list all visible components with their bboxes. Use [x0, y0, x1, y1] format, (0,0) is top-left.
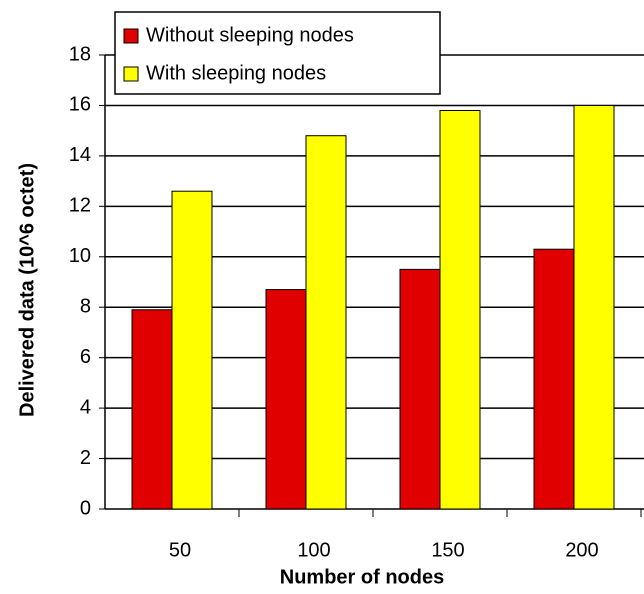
x-axis-label: Number of nodes [280, 566, 444, 588]
bar [533, 248, 575, 510]
legend-label: With sleeping nodes [146, 62, 326, 84]
y-tick-label: 12 [69, 195, 91, 217]
bar [305, 135, 347, 510]
bar [573, 104, 615, 510]
y-tick-label: 8 [80, 296, 91, 318]
legend-swatch [123, 66, 139, 82]
legend-box [114, 11, 441, 95]
y-axis-label: Delivered data (10^6 octet) [16, 163, 38, 417]
y-tick-label: 16 [69, 94, 91, 116]
y-tick-label: 18 [69, 43, 91, 65]
bar [131, 309, 173, 510]
x-tick-label: 200 [565, 539, 598, 561]
x-tick-label: 150 [431, 539, 464, 561]
legend-swatch [123, 28, 139, 44]
y-tick-label: 4 [80, 396, 91, 418]
y-tick-label: 6 [80, 346, 91, 368]
bar [399, 268, 441, 510]
y-tick-label: 14 [69, 144, 91, 166]
bar [265, 289, 307, 510]
y-tick-label: 0 [80, 497, 91, 519]
x-tick-label: 100 [297, 539, 330, 561]
legend-label: Without sleeping nodes [146, 24, 354, 46]
bar [439, 109, 481, 510]
y-tick-label: 10 [69, 245, 91, 267]
bar [171, 190, 213, 510]
y-tick-label: 2 [80, 447, 91, 469]
x-tick-label: 50 [169, 539, 191, 561]
